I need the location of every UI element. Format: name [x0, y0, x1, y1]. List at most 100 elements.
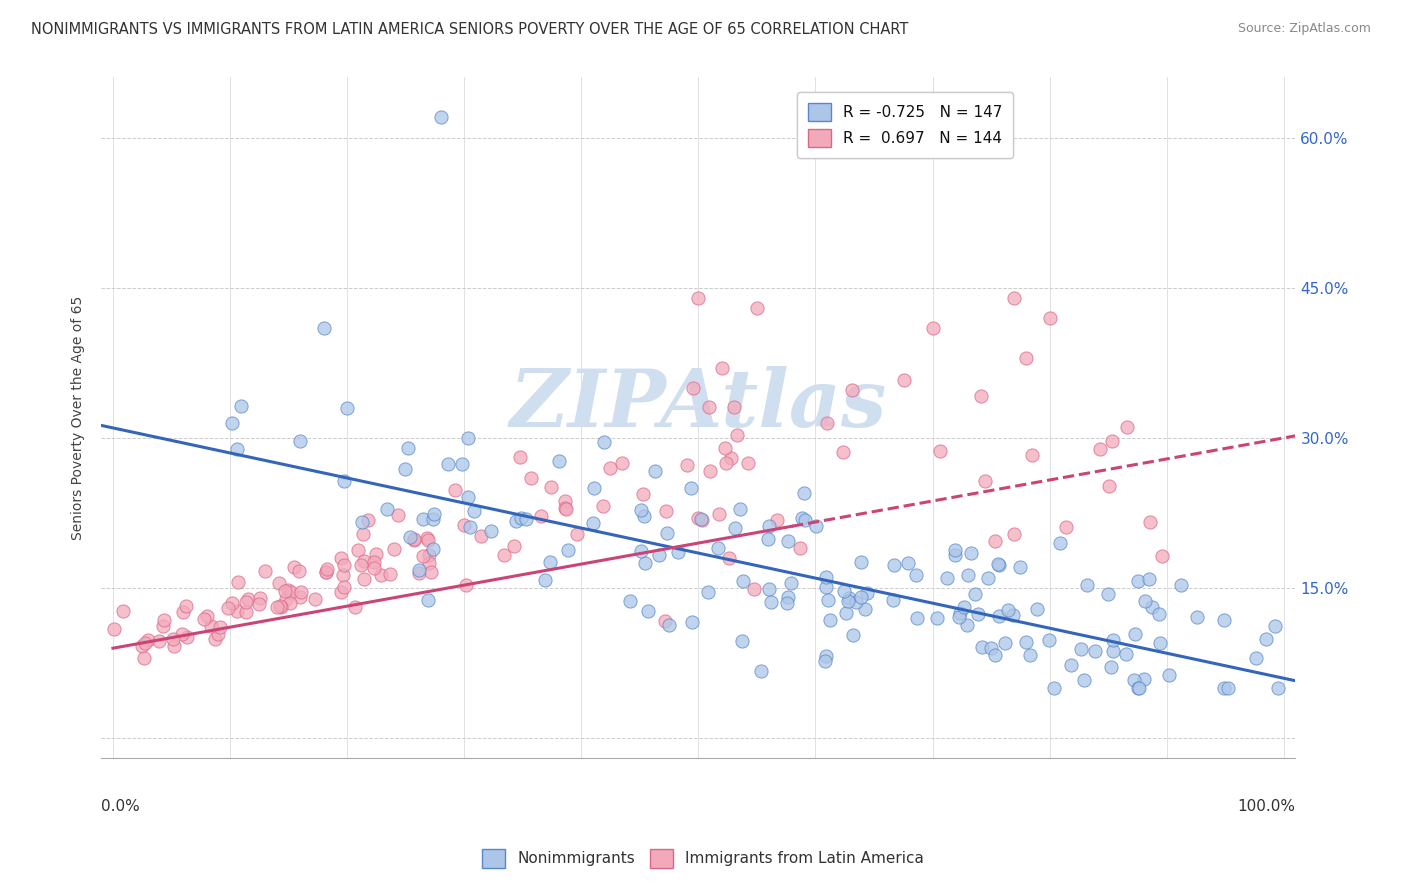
Text: 100.0%: 100.0% [1237, 799, 1295, 814]
Point [134, 650, 156, 665]
Point [193, 612, 215, 626]
Point [510, 511, 533, 525]
Point [723, 400, 745, 414]
Point [776, 590, 799, 604]
Point [364, 547, 387, 561]
Point [280, 585, 302, 599]
Point [357, 513, 380, 527]
Point [412, 549, 434, 564]
Point [451, 457, 474, 471]
Point [893, 373, 915, 387]
Point [422, 512, 444, 526]
Point [943, 548, 966, 562]
Point [134, 636, 156, 650]
Point [352, 527, 374, 541]
Point [714, 456, 737, 470]
Point [555, 502, 578, 516]
Point [654, 503, 676, 517]
Point [429, 111, 451, 125]
Point [658, 618, 681, 632]
Point [131, 639, 153, 653]
Point [503, 539, 526, 553]
Point [1128, 681, 1150, 696]
Point [699, 464, 721, 478]
Point [1102, 633, 1125, 648]
Point [557, 543, 579, 558]
Point [277, 582, 299, 597]
Point [1147, 607, 1170, 622]
Point [706, 541, 728, 555]
Point [630, 503, 652, 517]
Point [761, 595, 783, 609]
Point [394, 462, 416, 476]
Point [273, 584, 295, 599]
Point [266, 599, 288, 614]
Point [505, 514, 527, 528]
Point [960, 546, 983, 560]
Point [290, 585, 312, 599]
Point [983, 534, 1005, 549]
Point [1152, 549, 1174, 564]
Point [350, 558, 373, 572]
Point [534, 573, 557, 587]
Point [444, 483, 467, 497]
Point [1004, 291, 1026, 305]
Point [842, 628, 865, 642]
Point [204, 632, 226, 647]
Point [731, 574, 754, 589]
Point [540, 481, 562, 495]
Point [633, 487, 655, 501]
Point [593, 435, 616, 450]
Point [1008, 559, 1031, 574]
Point [1216, 681, 1239, 696]
Point [619, 593, 641, 607]
Point [288, 591, 311, 605]
Point [1142, 600, 1164, 615]
Point [515, 512, 537, 526]
Point [731, 633, 754, 648]
Point [404, 533, 426, 547]
Point [418, 548, 440, 562]
Point [1123, 673, 1146, 687]
Point [1026, 601, 1049, 615]
Point [460, 520, 482, 534]
Point [153, 614, 176, 628]
Point [418, 556, 440, 570]
Point [633, 508, 655, 523]
Point [644, 464, 666, 478]
Point [176, 630, 198, 644]
Point [1212, 613, 1234, 627]
Point [236, 591, 259, 606]
Point [352, 515, 374, 529]
Point [682, 381, 704, 395]
Point [408, 566, 430, 580]
Point [742, 582, 765, 596]
Point [676, 458, 699, 472]
Point [353, 572, 375, 586]
Point [745, 301, 768, 315]
Point [363, 555, 385, 569]
Point [1021, 448, 1043, 462]
Point [454, 577, 477, 591]
Legend: Nonimmigrants, Immigrants from Latin America: Nonimmigrants, Immigrants from Latin Ame… [475, 843, 931, 873]
Point [172, 605, 194, 619]
Point [457, 490, 479, 504]
Point [793, 513, 815, 527]
Point [1049, 535, 1071, 549]
Point [686, 510, 709, 524]
Point [690, 513, 713, 527]
Point [278, 596, 301, 610]
Point [776, 533, 799, 548]
Point [815, 416, 838, 430]
Y-axis label: Seniors Poverty Over the Age of 65: Seniors Poverty Over the Age of 65 [72, 296, 86, 540]
Point [977, 571, 1000, 585]
Point [554, 501, 576, 516]
Text: ZIPAtlas: ZIPAtlas [509, 366, 887, 443]
Point [956, 567, 979, 582]
Point [710, 360, 733, 375]
Point [519, 471, 541, 485]
Point [697, 400, 720, 414]
Point [681, 615, 703, 629]
Point [200, 619, 222, 633]
Point [330, 551, 353, 566]
